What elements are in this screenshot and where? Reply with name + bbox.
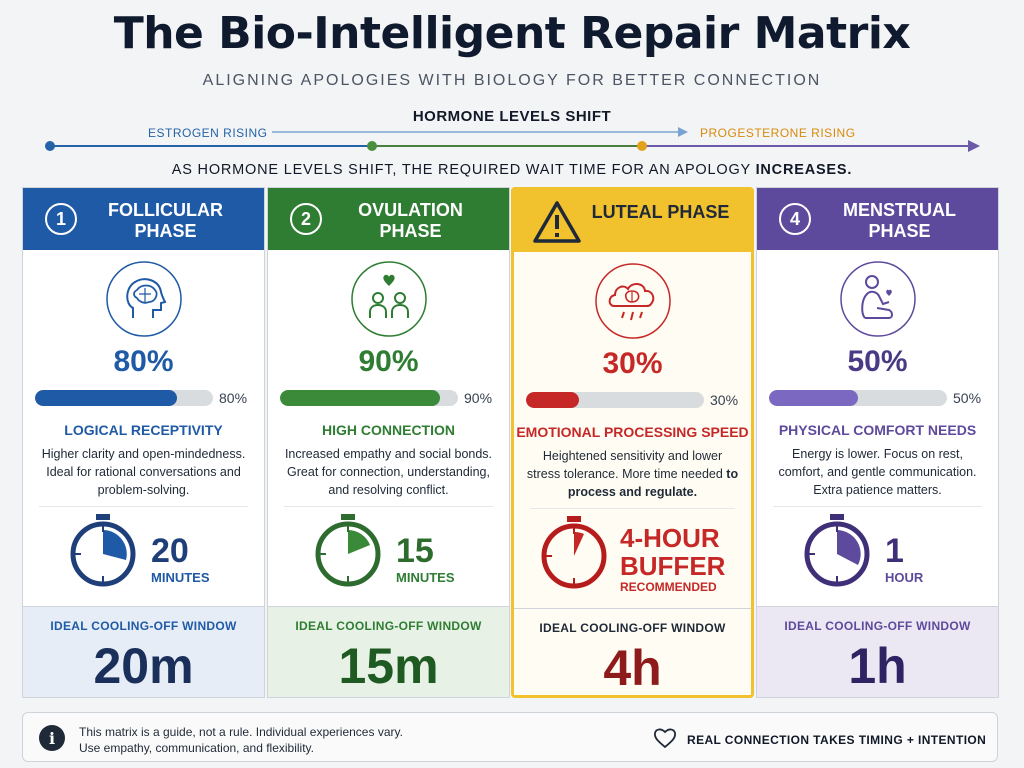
wait-time-unit: MINUTES bbox=[396, 570, 455, 585]
wait-time-value: 1 bbox=[885, 532, 904, 570]
cooling-off-label: IDEAL COOLING-OFF WINDOW bbox=[784, 619, 971, 633]
cooling-off-label: IDEAL COOLING-OFF WINDOW bbox=[539, 621, 726, 635]
cooling-off-value: 20m bbox=[93, 638, 194, 694]
phase-header: LUTEAL PHASE bbox=[514, 190, 751, 252]
receptivity-bar-fill bbox=[526, 392, 580, 408]
brain-head-icon bbox=[105, 261, 182, 337]
footer-note: i This matrix is a guide, not a rule. In… bbox=[22, 712, 998, 762]
phase-header: 1 FOLLICULAR PHASE bbox=[23, 188, 264, 250]
divider bbox=[530, 508, 735, 509]
cooling-off-value: 4h bbox=[603, 640, 662, 696]
receptivity-percent: 50% bbox=[847, 345, 908, 378]
receptivity-bar-fill bbox=[35, 390, 178, 406]
divider bbox=[773, 506, 982, 507]
phase-description: Heightened sensitivity and lower stress … bbox=[526, 449, 739, 499]
stopwatch-icon bbox=[541, 516, 607, 589]
receptivity-bar bbox=[35, 390, 213, 406]
phase-number: 4 bbox=[779, 203, 811, 235]
phase-name: LUTEAL PHASE bbox=[591, 202, 730, 222]
receptivity-bar-fill bbox=[769, 390, 858, 406]
receptivity-percent: 90% bbox=[358, 345, 419, 378]
phase-description: Higher clarity and open-mindedness. Idea… bbox=[41, 447, 246, 497]
receptivity-bar bbox=[769, 390, 947, 406]
phase-header: 4 MENSTRUAL PHASE bbox=[757, 188, 998, 250]
phase-description: Energy is lower. Focus on rest, comfort,… bbox=[778, 447, 977, 497]
cooling-off-label: IDEAL COOLING-OFF WINDOW bbox=[295, 619, 482, 633]
cooling-off-panel: IDEAL COOLING-OFF WINDOW 1h bbox=[757, 606, 998, 697]
wait-time-value: 20 bbox=[151, 532, 189, 570]
cooling-off-label: IDEAL COOLING-OFF WINDOW bbox=[50, 619, 237, 633]
footer-disclaimer: This matrix is a guide, not a rule. Indi… bbox=[79, 725, 403, 755]
phase-name: MENSTRUAL PHASE bbox=[843, 200, 956, 241]
stopwatch-icon bbox=[804, 514, 870, 587]
cooling-off-value: 1h bbox=[848, 638, 907, 694]
phase-trait: LOGICAL RECEPTIVITY bbox=[64, 422, 223, 438]
warning-icon bbox=[533, 201, 581, 243]
info-icon: i bbox=[39, 725, 65, 751]
phase-trait: PHYSICAL COMFORT NEEDS bbox=[778, 422, 977, 438]
cooling-off-panel: IDEAL COOLING-OFF WINDOW 4h bbox=[514, 608, 751, 695]
page-subtitle: ALIGNING APOLOGIES WITH BIOLOGY FOR BETT… bbox=[202, 72, 822, 89]
hormone-shift-label: HORMONE LEVELS SHIFT bbox=[412, 108, 612, 125]
wait-time-unit: RECOMMENDED bbox=[620, 580, 717, 594]
progesterone-label: PROGESTERONE RISING bbox=[700, 126, 856, 140]
phase-card-ovulation: 2 OVULATION PHASE 90% 90% HIGH CONNECTIO… bbox=[267, 187, 510, 698]
phase-name: OVULATION PHASE bbox=[358, 200, 463, 241]
receptivity-percent: 80% bbox=[113, 345, 174, 378]
phase-number: 2 bbox=[290, 203, 322, 235]
tagline: REAL CONNECTION TAKES TIMING + INTENTION bbox=[687, 733, 987, 747]
divider bbox=[39, 506, 248, 507]
receptivity-bar-label: 30% bbox=[710, 392, 739, 408]
self-care-hug-icon bbox=[839, 261, 916, 337]
page-title: The Bio-Intelligent Repair Matrix bbox=[113, 8, 911, 59]
divider bbox=[284, 506, 493, 507]
receptivity-bar-label: 50% bbox=[953, 390, 982, 406]
phase-trait: EMOTIONAL PROCESSING SPEED bbox=[516, 424, 749, 440]
phase-number: 1 bbox=[45, 203, 77, 235]
receptivity-bar-fill bbox=[280, 390, 441, 406]
phase-trait: HIGH CONNECTION bbox=[322, 422, 455, 438]
estrogen-label: ESTROGEN RISING bbox=[148, 126, 268, 140]
hormone-timeline bbox=[45, 127, 980, 152]
phase-name: FOLLICULAR PHASE bbox=[108, 200, 223, 241]
cooling-off-panel: IDEAL COOLING-OFF WINDOW 15m bbox=[268, 606, 509, 697]
phase-description: Increased empathy and social bonds. Grea… bbox=[284, 447, 493, 497]
wait-time-value: 4-HOUR BUFFER bbox=[620, 523, 726, 581]
stopwatch-icon bbox=[315, 514, 381, 587]
wait-time-value: 15 bbox=[396, 532, 434, 570]
phase-card-follicular: 1 FOLLICULAR PHASE 80% 80% LOGICAL RECEP… bbox=[22, 187, 265, 698]
people-heart-icon bbox=[350, 261, 427, 337]
explain-text: AS HORMONE LEVELS SHIFT, THE REQUIRED WA… bbox=[171, 162, 853, 178]
phase-card-menstrual: 4 MENSTRUAL PHASE 50% 50% PHYSICAL COMFO… bbox=[756, 187, 999, 698]
receptivity-bar-label: 90% bbox=[464, 390, 493, 406]
cooling-off-panel: IDEAL COOLING-OFF WINDOW 20m bbox=[23, 606, 264, 697]
cooling-off-value: 15m bbox=[338, 638, 439, 694]
receptivity-bar bbox=[526, 392, 704, 408]
wait-time-unit: HOUR bbox=[885, 570, 924, 585]
receptivity-bar bbox=[280, 390, 458, 406]
receptivity-percent: 30% bbox=[602, 347, 663, 380]
phase-header: 2 OVULATION PHASE bbox=[268, 188, 509, 250]
wait-time-unit: MINUTES bbox=[151, 570, 210, 585]
phase-card-luteal: LUTEAL PHASE 30% 30% EMOTIONAL PROCESSIN… bbox=[511, 187, 754, 698]
storm-cloud-brain-icon bbox=[594, 263, 671, 339]
receptivity-bar-label: 80% bbox=[219, 390, 248, 406]
stopwatch-icon bbox=[70, 514, 136, 587]
heart-icon bbox=[653, 728, 677, 749]
